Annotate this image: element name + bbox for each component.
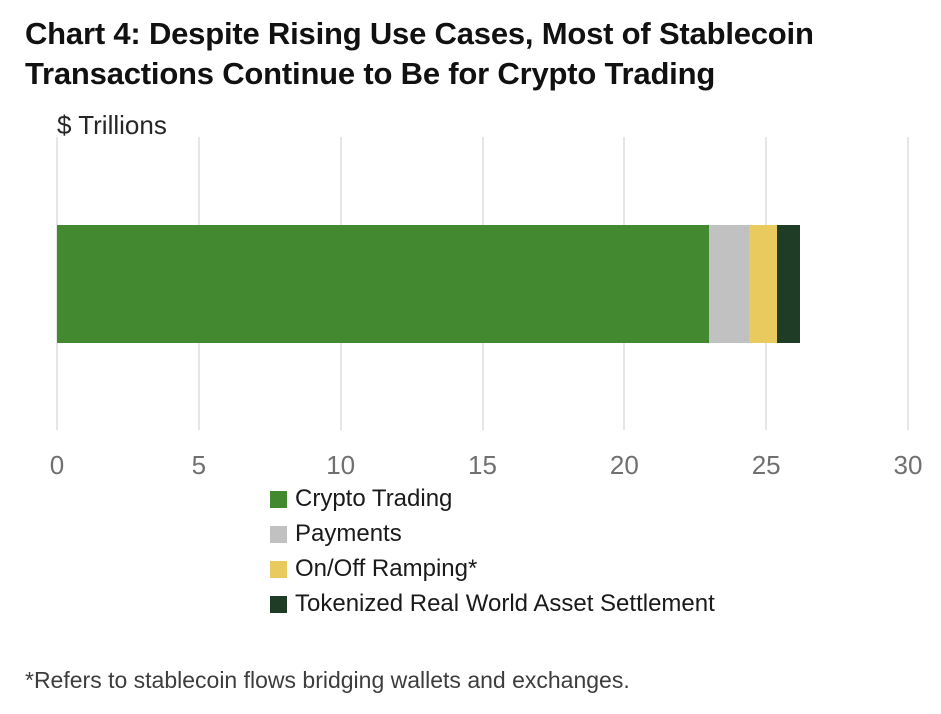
axis-unit-label: $ Trillions xyxy=(57,110,167,140)
stacked-bar xyxy=(57,225,801,343)
legend-label: Tokenized Real World Asset Settlement xyxy=(295,590,715,617)
x-axis-tick-labels: 0 5 10 15 20 25 30 xyxy=(50,450,923,480)
bar-segment-tokenized-real-world-asset-settlement xyxy=(777,225,801,343)
x-tick-label-0: 0 xyxy=(49,450,65,480)
chart-title-line2: Transactions Continue to Be for Crypto T… xyxy=(25,56,716,91)
bar-segment-crypto-trading xyxy=(57,225,710,343)
legend-row: Crypto Trading xyxy=(270,485,715,512)
bar-segment-payments xyxy=(709,225,750,343)
legend-row: On/Off Ramping* xyxy=(270,555,715,582)
x-tick-label-25: 25 xyxy=(751,450,781,480)
legend-row: Tokenized Real World Asset Settlement xyxy=(270,590,715,617)
legend-swatch-icon xyxy=(270,525,287,543)
footnote: *Refers to stablecoin flows bridging wal… xyxy=(25,667,630,693)
x-tick-label-10: 10 xyxy=(326,450,356,480)
legend-label: Crypto Trading xyxy=(295,485,453,512)
bar-segment-on-off-ramping xyxy=(749,225,778,343)
x-tick-label-15: 15 xyxy=(468,450,497,480)
chart-title: Chart 4: Despite Rising Use Cases, Most … xyxy=(25,14,814,94)
x-tick-label-30: 30 xyxy=(893,450,923,480)
legend-swatch-icon xyxy=(270,560,287,578)
x-tick-label-5: 5 xyxy=(191,450,207,480)
legend-swatch-icon xyxy=(270,595,287,613)
legend-row: Payments xyxy=(270,520,715,547)
gridline-30 xyxy=(907,137,909,430)
chart-title-line1: Chart 4: Despite Rising Use Cases, Most … xyxy=(25,16,814,51)
plot-area: 0 5 10 15 20 25 30 xyxy=(50,137,922,480)
x-tick-label-20: 20 xyxy=(609,450,639,480)
legend-swatch-icon xyxy=(270,490,287,508)
legend-label: Payments xyxy=(295,520,402,547)
legend: Crypto Trading Payments On/Off Ramping* Tok… xyxy=(270,485,715,617)
legend-label: On/Off Ramping* xyxy=(295,555,478,582)
